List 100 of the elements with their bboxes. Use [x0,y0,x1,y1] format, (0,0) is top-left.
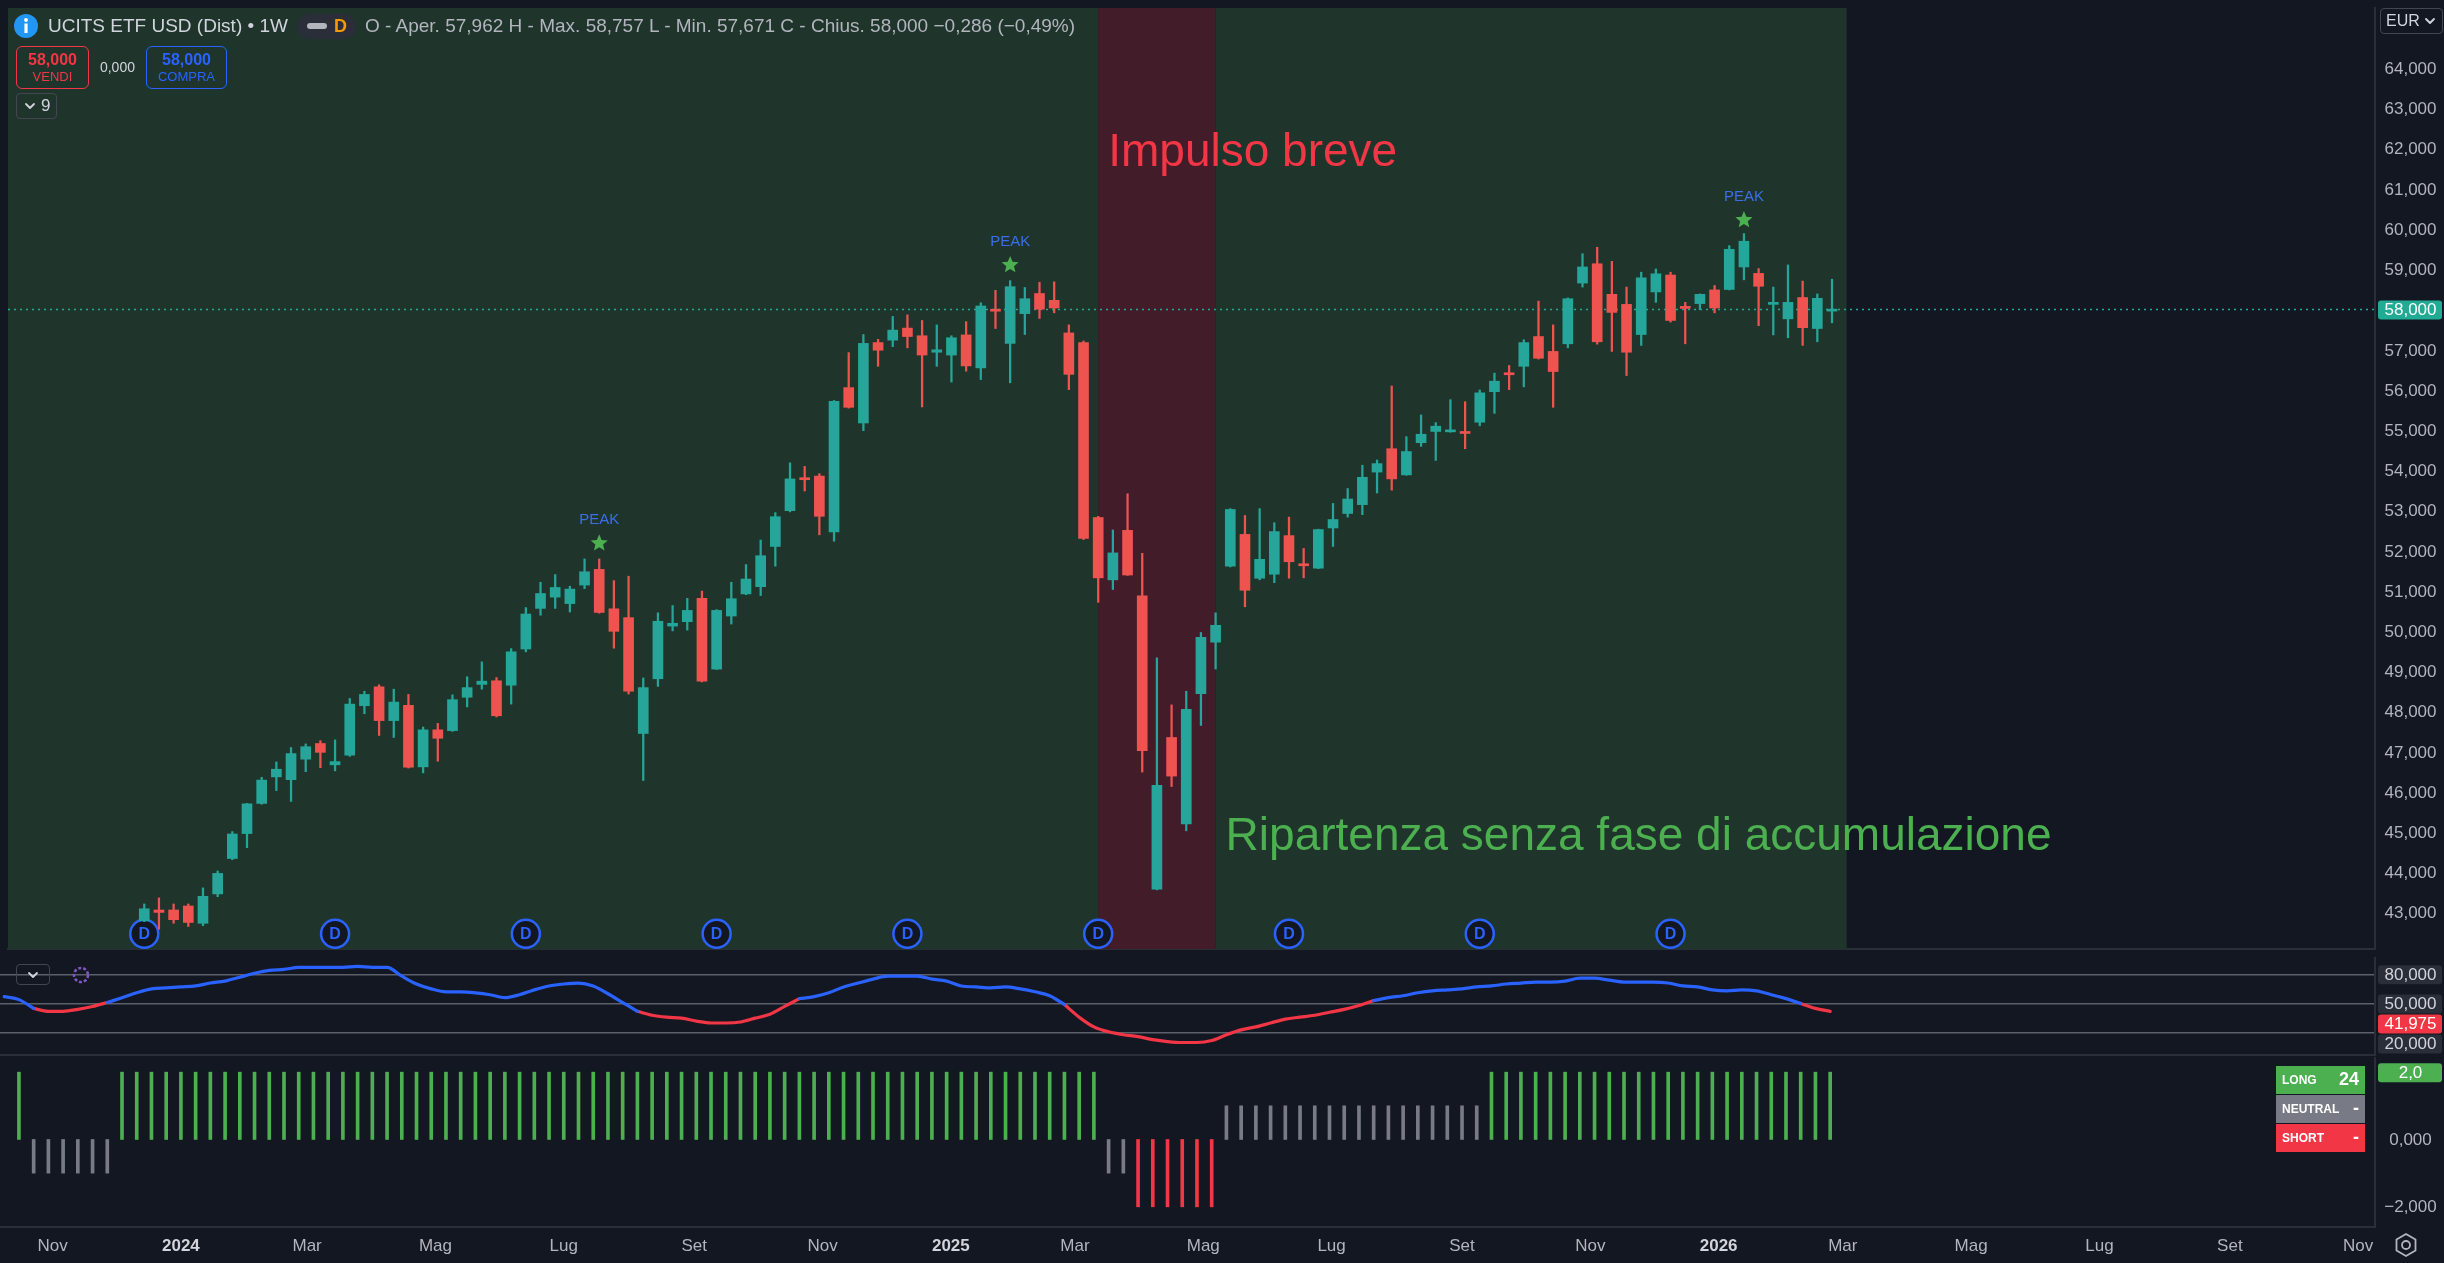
bar [1784,1071,1788,1140]
annotation: COMPRA [157,69,216,85]
bar [561,1071,566,1140]
bar [61,1139,65,1174]
candlestick [1753,268,1764,327]
bar [885,1071,890,1140]
y-tick-label: 50,000 [2384,994,2437,1014]
bar [429,1071,434,1140]
candlestick [1210,612,1221,670]
x-tick-label: Lug [2085,1235,2114,1255]
y-tick-label: 53,000 [2384,501,2437,521]
bar [134,1071,139,1140]
bar [399,1071,404,1140]
text: 41,975 [2384,1014,2437,1034]
bar [1622,1071,1626,1140]
chart-title: UCITS ETF USD (Dist) • 1W [48,15,288,37]
bar [1312,1105,1317,1140]
annotation: D [1092,925,1104,943]
candlestick [902,314,913,349]
bar [1401,1105,1405,1140]
bar [768,1071,772,1140]
data-label: PEAK [1723,187,1764,205]
bar [1798,1071,1803,1140]
bar [1018,1071,1023,1140]
annotation: D [333,15,347,37]
annotation: 58,000 [161,50,212,70]
bar [1298,1105,1302,1140]
bar [1357,1105,1361,1140]
bar [503,1071,507,1140]
bar [488,1071,492,1140]
bar [1828,1071,1832,1140]
y-tick-label: 45,000 [2384,823,2437,843]
annotation: 0,000 [99,59,135,76]
bar [547,1071,551,1140]
annotation: D [1283,925,1295,943]
bar [458,1071,463,1140]
annotation: D [1664,925,1677,943]
bar [341,1071,345,1140]
annotation: - [2353,1098,2359,1119]
bar [1033,1071,1037,1140]
x-tick-label: 2024 [162,1235,201,1255]
data-label: PEAK [579,510,620,528]
annotation: - [2353,1127,2359,1148]
bar [915,1071,920,1140]
y-tick-label: 62,000 [2384,139,2437,159]
bar [723,1071,728,1140]
y-tick-label: 63,000 [2384,99,2437,119]
bar [1445,1105,1450,1140]
y-tick-label: 51,000 [2384,581,2437,601]
annotation: 24 [2338,1069,2359,1090]
y-tick-label: 47,000 [2384,742,2437,762]
bar [17,1071,21,1140]
bar [606,1071,610,1140]
bar [1769,1071,1774,1140]
x-tick-label: Lug [1317,1235,1346,1255]
currency-button: EUR [2380,8,2443,34]
bar [76,1139,80,1174]
bar [532,1071,537,1140]
y-tick-label: 54,000 [2384,461,2437,481]
x-tick-label: Nov [1575,1235,1606,1255]
text: NEUTRAL [2282,1101,2340,1116]
y-tick-label: 44,000 [2384,863,2437,883]
bar [1209,1139,1214,1208]
bar [444,1071,448,1140]
bar [1563,1071,1567,1140]
point [1001,255,1019,273]
bar [827,1071,831,1140]
y-tick-label: −2,000 [2384,1197,2437,1217]
x-tick-label: Set [1449,1235,1476,1255]
annotation: 58,000 [28,50,77,70]
chart-subtitle: O - Aper. 57,962 H - Max. 58,757 L - Min. 57,671 C - Chius. 58,000 −0,286 (−0,49%) [364,15,1076,37]
bar [164,1071,169,1140]
y-tick-label: 60,000 [2384,219,2437,239]
bar [812,1071,816,1140]
bar [237,1071,242,1140]
bar [1254,1105,1258,1140]
band-label: Ripartenza senza fase di accumulazione [1225,807,2052,860]
x-tick-label: 2025 [931,1235,970,1255]
x-tick-label: Nov [807,1235,839,1255]
bar [930,1071,934,1140]
buy-button: 58,000 COMPRA [146,46,228,89]
bar [1077,1071,1081,1140]
bar [385,1071,389,1140]
x-tick-label: Mar [292,1235,323,1255]
bar [1136,1139,1140,1208]
annotation: D [710,925,723,943]
annotation: D [901,925,914,943]
bar [709,1071,713,1140]
bar [1180,1139,1185,1208]
bar [620,1071,625,1140]
x-tick-label: Mar [1060,1235,1090,1255]
x-tick-label: 2026 [1699,1235,1738,1255]
bar [1195,1139,1199,1208]
y-tick-label: 0,000 [2389,1130,2432,1150]
y-tick-label: 43,000 [2384,903,2437,923]
y-tick-label: 57,000 [2384,340,2437,360]
x-tick-label: Set [681,1235,708,1255]
band-label: Impulso breve [1108,124,1398,177]
sell-button: 58,000 VENDI [16,46,89,89]
point [590,534,608,551]
